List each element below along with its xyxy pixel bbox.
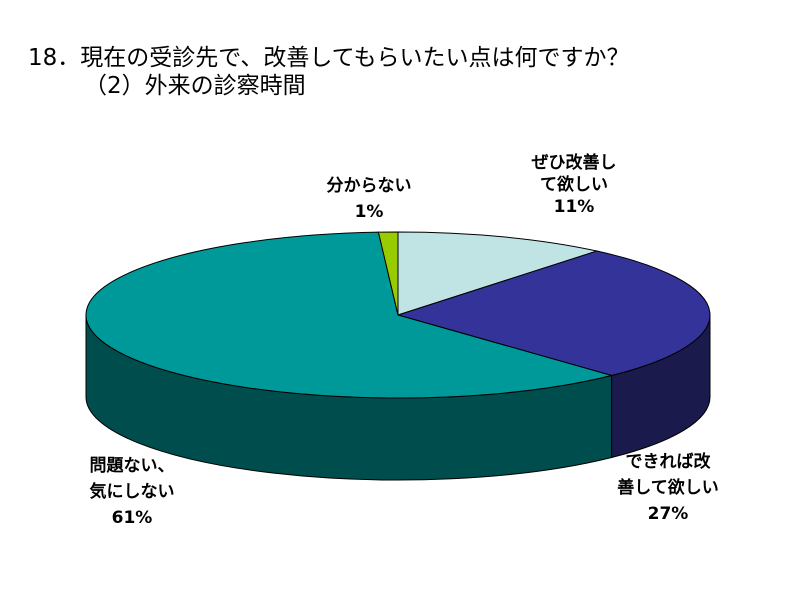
slice-1-label-line-1: ぜひ改善し bbox=[532, 152, 617, 173]
slice-4-top bbox=[377, 231, 399, 316]
chart-title: 18．現在の受診先で、改善してもらいたい点は何ですか？ （2）外来の診察時間 bbox=[28, 44, 630, 100]
slice-2-top bbox=[396, 250, 711, 377]
slice-3-percent-label: 61% bbox=[112, 508, 153, 528]
title-line-2: （2）外来の診察時間 bbox=[84, 73, 306, 99]
title-line-1: 18．現在の受診先で、改善してもらいたい点は何ですか？ bbox=[28, 45, 630, 71]
slice-3-label-line-2: 気にしない bbox=[89, 481, 175, 502]
slice-2-label-line-1: できれば改 bbox=[626, 451, 712, 472]
slice-4-label-line-1: 分からない bbox=[327, 176, 412, 196]
slice-2-percent-label: 27% bbox=[648, 504, 689, 524]
slice-3-label-line-1: 問題ない、 bbox=[90, 456, 175, 476]
slice-1-top bbox=[397, 231, 599, 316]
slice-1-percent-label: 11% bbox=[554, 197, 595, 217]
slice-1-label-line-2: て欲しい bbox=[540, 174, 608, 195]
slice-4-percent-label: 1% bbox=[355, 202, 384, 222]
slice-2-label-line-2: 善して欲しい bbox=[617, 477, 719, 498]
slice-3-top bbox=[85, 231, 614, 399]
